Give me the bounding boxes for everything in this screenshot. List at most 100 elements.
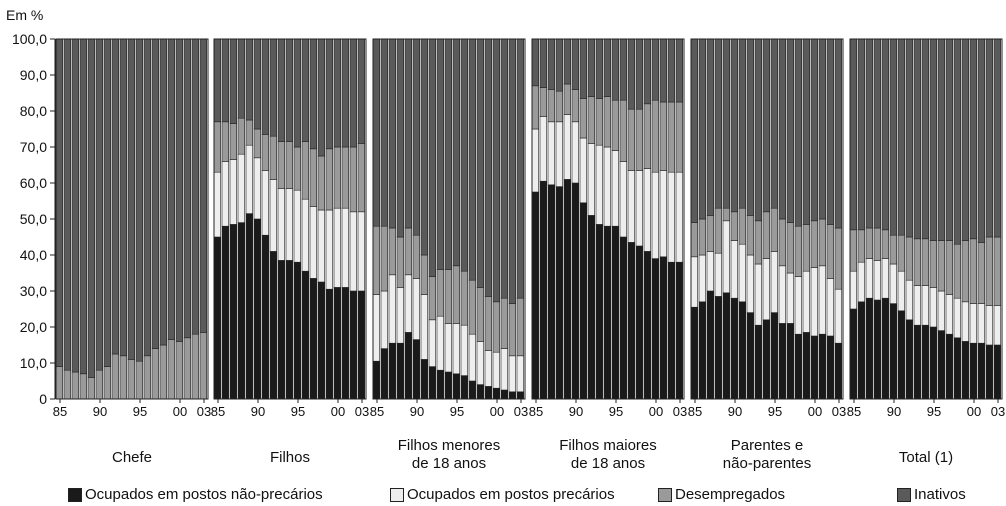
- bar-segment-nao-precarios: [603, 225, 611, 400]
- bar-segment-precarios: [436, 315, 444, 371]
- bar-segment-inativos: [516, 38, 524, 299]
- panel-frame: [849, 38, 1003, 400]
- bar-segment-precarios: [349, 211, 357, 292]
- bar-segment-precarios: [237, 153, 245, 223]
- bar-segment-nao-precarios: [460, 375, 468, 400]
- bar-segment-desempregados: [873, 227, 881, 261]
- bar-segment-inativos: [619, 38, 627, 101]
- bar-segment-inativos: [563, 38, 571, 85]
- bar-segment-inativos: [412, 38, 420, 236]
- bar-segment-precarios: [810, 267, 818, 337]
- bar-segment-desempregados: [579, 98, 587, 139]
- bar-segment-precarios: [881, 258, 889, 299]
- bar-segment-precarios: [786, 272, 794, 324]
- bar-segment-desempregados: [341, 146, 349, 209]
- bar-segment-desempregados: [810, 220, 818, 268]
- legend-item-nao-precarios: Ocupados em postos não-precários: [68, 486, 323, 503]
- bar-segment-nao-precarios: [396, 342, 404, 400]
- bar-segment-inativos: [571, 38, 579, 90]
- bar-segment-desempregados: [317, 155, 325, 211]
- bar-segment-desempregados: [452, 265, 460, 324]
- bar-segment-inativos: [468, 38, 476, 281]
- bar-segment-desempregados: [460, 270, 468, 326]
- bar-segment-precarios: [579, 137, 587, 204]
- bar-segment-desempregados: [953, 243, 961, 299]
- bar-segment-inativos: [921, 38, 929, 240]
- bar-segment-inativos: [317, 38, 325, 157]
- y-tick-label: 90,0: [20, 67, 47, 83]
- bar-segment-nao-precarios: [229, 224, 237, 400]
- bar-segment-nao-precarios: [476, 384, 484, 400]
- bar-segment-inativos: [547, 38, 555, 90]
- bar-segment-nao-precarios: [675, 261, 683, 400]
- bar-segment-inativos: [79, 38, 87, 375]
- bar-segment-nao-precarios: [865, 297, 873, 400]
- bar-segment-inativos: [95, 38, 103, 371]
- x-tick-label: 00: [331, 404, 345, 419]
- y-tick-label: 70,0: [20, 139, 47, 155]
- bar-segment-nao-precarios: [277, 260, 285, 400]
- bar-segment-precarios: [635, 170, 643, 247]
- bar-segment-inativos: [143, 38, 151, 357]
- bar-segment-desempregados: [754, 220, 762, 265]
- group-label: não-parentes: [723, 455, 811, 472]
- bar-segment-inativos: [611, 38, 619, 101]
- bar-segment-nao-precarios: [818, 333, 826, 400]
- bar-segment-inativos: [372, 38, 380, 227]
- x-tick-label: 03: [514, 404, 528, 419]
- x-tick-label: 95: [927, 404, 941, 419]
- bar-segment-precarios: [269, 179, 277, 252]
- bar-segment-nao-precarios: [977, 342, 985, 400]
- bar-segment-desempregados: [237, 117, 245, 155]
- bar-segment-nao-precarios: [269, 251, 277, 400]
- bar-segment-desempregados: [849, 229, 857, 272]
- bar-segment-inativos: [500, 38, 508, 299]
- y-axis-title: Em %: [6, 7, 44, 23]
- bar-segment-precarios: [229, 159, 237, 225]
- bar-segment-desempregados: [492, 301, 500, 353]
- x-tick-label: 95: [133, 404, 147, 419]
- bar-segment-inativos: [762, 38, 770, 213]
- bar-segment-desempregados: [333, 146, 341, 209]
- bar-segment-nao-precarios: [309, 278, 317, 400]
- bar-segment-desempregados: [563, 83, 571, 115]
- bar-segment-precarios: [261, 170, 269, 236]
- bar-segment-precarios: [937, 290, 945, 331]
- bar-segment-inativos: [929, 38, 937, 241]
- bar-segment-nao-precarios: [651, 258, 659, 400]
- bar-segment-precarios: [730, 240, 738, 299]
- bar-segment-desempregados: [627, 108, 635, 171]
- bar-segment-nao-precarios: [929, 326, 937, 400]
- bar-segment-precarios: [770, 251, 778, 313]
- bar-segment-nao-precarios: [595, 224, 603, 400]
- bar-segment-inativos: [420, 38, 428, 256]
- bar-segment-precarios: [484, 350, 492, 387]
- bar-segment-precarios: [675, 171, 683, 263]
- bar-segment-inativos: [191, 38, 199, 335]
- bar-segment-inativos: [834, 38, 842, 229]
- bar-segment-inativos: [754, 38, 762, 222]
- bar-segment-inativos: [460, 38, 468, 272]
- bar-segment-inativos: [889, 38, 897, 236]
- bar-segment-desempregados: [159, 344, 167, 400]
- bar-segment-precarios: [468, 333, 476, 382]
- bar-segment-precarios: [563, 114, 571, 180]
- bar-segment-desempregados: [55, 366, 63, 400]
- bar-segment-inativos: [849, 38, 857, 231]
- x-tick-label: 00: [490, 404, 504, 419]
- bar-segment-precarios: [818, 265, 826, 335]
- bar-segment-precarios: [420, 294, 428, 360]
- bar-segment-inativos: [953, 38, 961, 245]
- bar-segment-desempregados: [388, 227, 396, 276]
- bar-segment-inativos: [587, 38, 595, 97]
- x-tick-label: 03: [355, 404, 369, 419]
- bar-segment-nao-precarios: [428, 366, 436, 400]
- bar-segment-inativos: [127, 38, 135, 360]
- bar-segment-precarios: [516, 355, 524, 393]
- bar-segment-inativos: [881, 38, 889, 231]
- bar-segment-inativos: [603, 38, 611, 97]
- bar-segment-precarios: [945, 294, 953, 335]
- bar-segment-precarios: [993, 305, 1001, 346]
- bar-segment-desempregados: [380, 225, 388, 292]
- bar-segment-desempregados: [213, 121, 221, 173]
